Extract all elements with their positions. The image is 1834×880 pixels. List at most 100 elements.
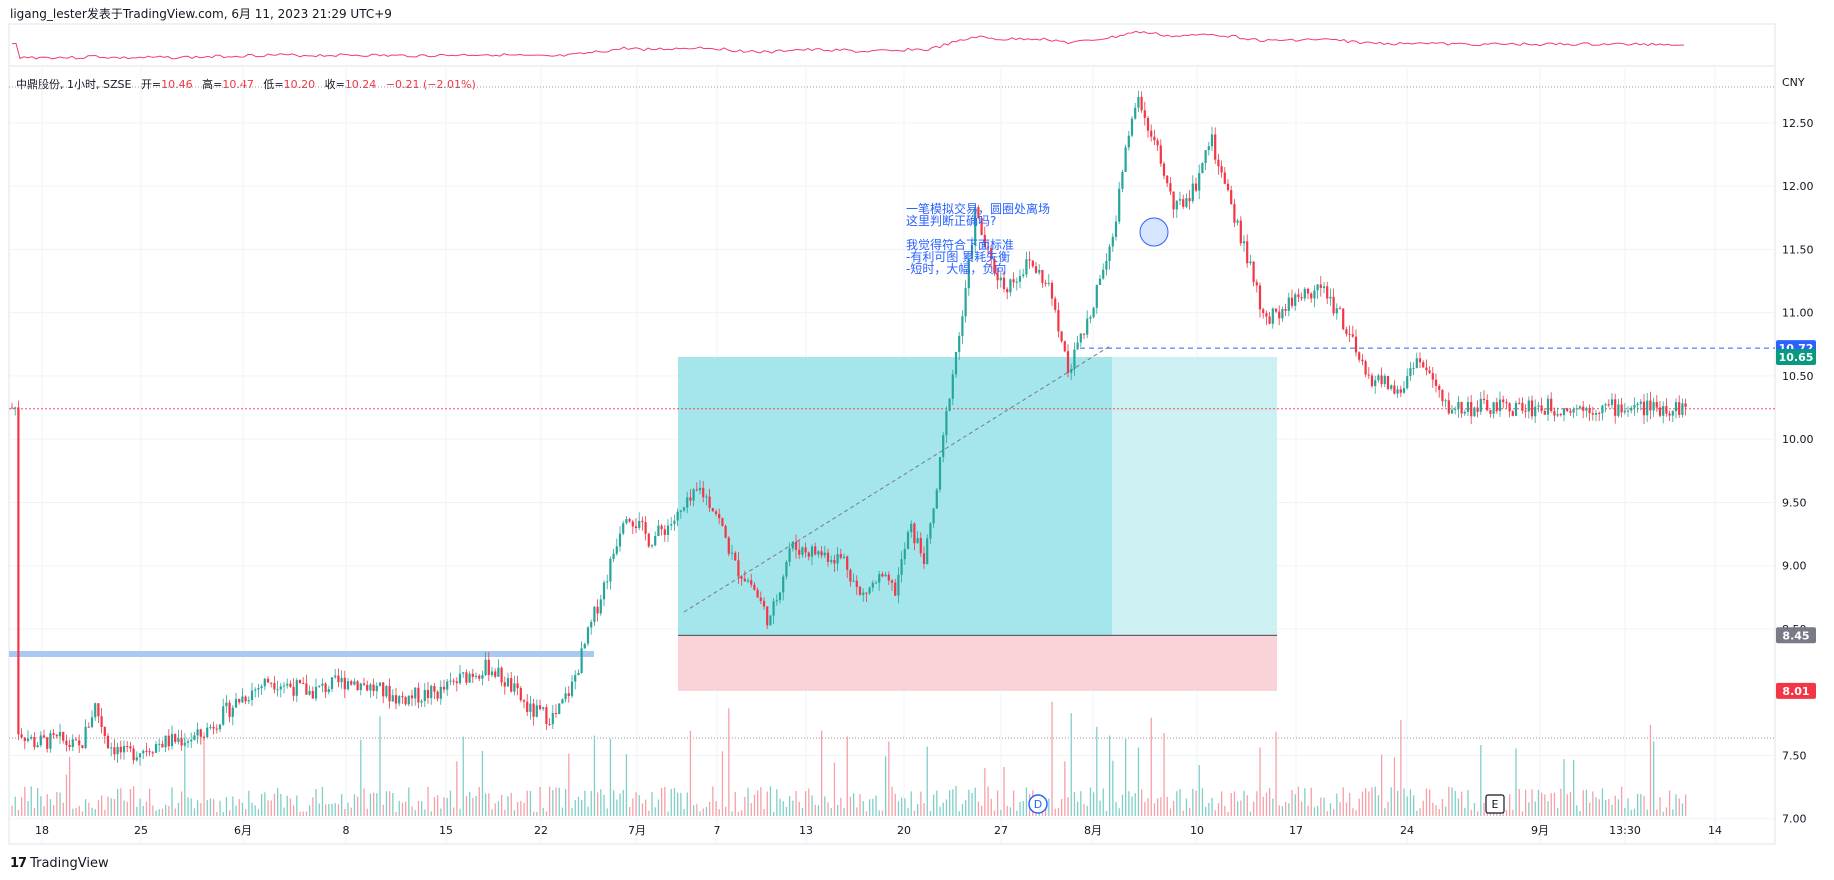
volume-bar <box>875 795 877 816</box>
candle-body <box>1066 351 1070 373</box>
candle-body <box>1662 406 1665 416</box>
volume-bar <box>1560 788 1562 816</box>
candle-body <box>321 683 324 686</box>
candle-body <box>132 748 135 761</box>
volume-bar <box>49 799 52 816</box>
volume-bar <box>699 811 701 816</box>
legend-close: 10.24 <box>344 78 377 91</box>
time-tick: 18 <box>35 824 49 837</box>
candle-body <box>327 689 330 693</box>
candle-body <box>820 551 823 556</box>
candle-body <box>814 546 817 555</box>
candle-body <box>961 316 964 336</box>
volume-bar <box>469 792 471 816</box>
candle-body <box>1130 118 1134 136</box>
volume-bars <box>11 701 1687 816</box>
candle-body <box>247 700 250 702</box>
candle-body <box>1383 376 1386 385</box>
candle-body <box>330 677 334 690</box>
volume-bar <box>1569 791 1572 816</box>
volume-bar <box>571 808 573 816</box>
candle-body <box>375 685 378 692</box>
volume-bar <box>945 799 948 816</box>
volume-bar <box>782 801 784 816</box>
candle-body <box>497 667 500 677</box>
volume-bar <box>1022 800 1024 816</box>
candle-body <box>916 538 919 544</box>
candle-body <box>1425 367 1428 371</box>
volume-bar <box>488 793 490 816</box>
volume-bar <box>990 798 992 816</box>
candle-body <box>398 696 401 704</box>
volume-bar <box>705 806 708 816</box>
candle-body <box>1482 398 1486 401</box>
candle-body <box>586 627 590 644</box>
earnings-marker[interactable]: E <box>1485 794 1505 814</box>
candle-body <box>900 559 903 575</box>
candle-body <box>58 731 62 737</box>
volume-bar <box>1073 791 1076 816</box>
volume-bar <box>145 801 148 816</box>
dividend-marker[interactable]: D <box>1028 794 1048 814</box>
volume-bar <box>216 811 218 816</box>
volume-bar <box>648 810 650 816</box>
candle-body <box>1281 309 1284 319</box>
volume-bar <box>1454 790 1456 816</box>
volume-bar <box>1649 725 1652 816</box>
candle-body <box>148 751 151 753</box>
volume-bar <box>1608 798 1610 816</box>
volume-bar <box>984 768 986 816</box>
candle-body <box>1543 410 1546 415</box>
candle-body <box>1034 266 1038 273</box>
candle-body <box>446 681 449 690</box>
candle-body <box>1274 308 1278 312</box>
candle-body <box>1364 361 1367 375</box>
volume-bar <box>344 809 346 816</box>
candle-body <box>74 739 78 741</box>
candle-body <box>1639 401 1642 404</box>
volume-bar <box>1457 798 1460 816</box>
candle-body <box>257 688 260 690</box>
volume-bar <box>942 802 944 816</box>
volume-bar <box>731 811 733 816</box>
volume-bar <box>389 791 391 816</box>
volume-bar <box>501 794 503 816</box>
candle-body <box>638 520 641 528</box>
candle-body <box>750 580 753 585</box>
volume-bar <box>152 805 154 816</box>
volume-bar <box>1352 808 1354 816</box>
candle-body <box>702 487 705 498</box>
candle-body <box>266 678 270 683</box>
volume-bar <box>837 804 839 816</box>
candle-body <box>1572 409 1575 413</box>
candle-body <box>679 510 682 512</box>
candle-body <box>1050 282 1054 299</box>
volume-bar <box>1009 807 1012 816</box>
candle-body <box>807 552 810 557</box>
candle-body <box>721 518 724 527</box>
candle-body <box>490 671 494 676</box>
volume-bar <box>1297 786 1300 816</box>
volume-bar <box>1429 789 1431 816</box>
candle-body <box>1239 220 1242 244</box>
volume-bar <box>1403 788 1405 816</box>
time-tick: 7月 <box>628 824 646 837</box>
candle-body <box>1610 399 1614 405</box>
volume-bar <box>1368 791 1370 816</box>
volume-bar <box>376 793 378 816</box>
candle-body <box>474 675 478 677</box>
volume-bar <box>337 804 340 816</box>
volume-bar <box>203 732 205 816</box>
tradingview-brand[interactable]: 17 TradingView <box>10 856 109 871</box>
volume-bar <box>139 798 141 816</box>
volume-bar <box>1643 795 1645 816</box>
volume-bar <box>1121 794 1124 816</box>
candle-body <box>1220 166 1223 173</box>
volume-bar <box>46 794 48 816</box>
volume-bar <box>328 803 330 816</box>
volume-bar <box>273 793 276 816</box>
volume-bar <box>801 808 804 816</box>
candle-body <box>1310 293 1313 299</box>
volume-bar <box>117 788 119 816</box>
